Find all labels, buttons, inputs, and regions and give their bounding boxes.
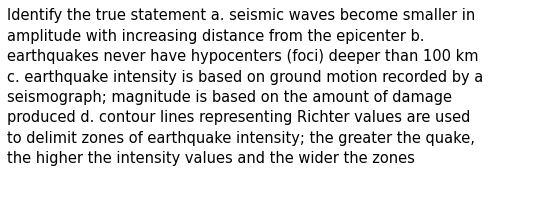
Text: Identify the true statement a. seismic waves become smaller in
amplitude with in: Identify the true statement a. seismic w… [7, 8, 483, 166]
